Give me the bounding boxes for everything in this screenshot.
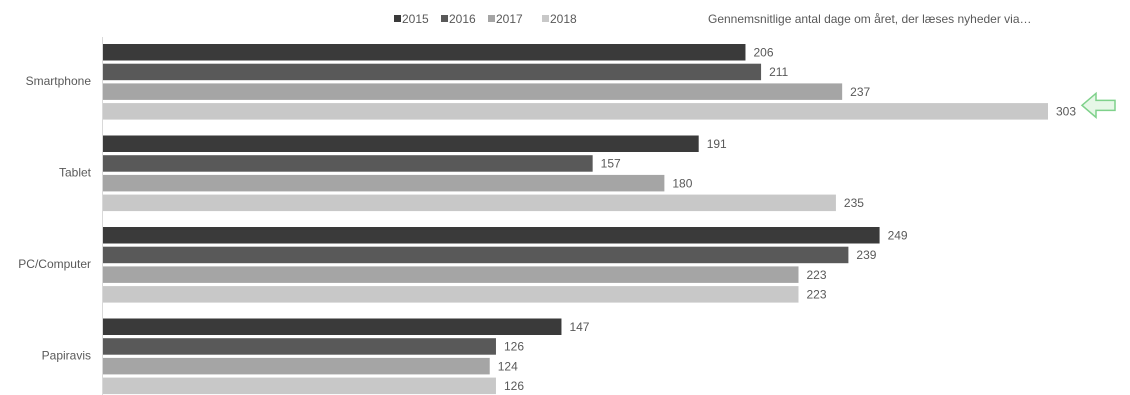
legend-swatch-2018 xyxy=(542,15,549,22)
bar-tablet-2015 xyxy=(103,135,699,152)
data-label: 180 xyxy=(672,176,692,190)
bar-papiravis-2017 xyxy=(103,357,490,375)
bar-smartphone-2015 xyxy=(103,44,746,61)
data-label: 223 xyxy=(806,288,826,302)
legend: 2015 2016 2017 2018 xyxy=(394,12,577,26)
legend-label-2016: 2016 xyxy=(449,12,476,26)
data-label: 249 xyxy=(888,228,908,242)
category-axis: Smartphone Tablet PC/Computer Papiravis xyxy=(18,74,92,362)
bar-papiravis-2016 xyxy=(103,338,496,355)
highlight-arrow-icon xyxy=(1080,91,1116,119)
category-tick-label: Tablet xyxy=(59,165,92,179)
data-label: 303 xyxy=(1056,105,1076,119)
legend-swatch-2015 xyxy=(394,15,401,22)
bar-pc-computer-2015 xyxy=(103,227,880,244)
legend-swatch-2017 xyxy=(488,15,495,22)
bar-papiravis-2015 xyxy=(103,318,562,335)
data-label: 239 xyxy=(856,248,876,262)
data-label: 235 xyxy=(844,196,864,210)
data-label: 237 xyxy=(850,85,870,99)
legend-label-2018: 2018 xyxy=(550,12,577,26)
data-label: 211 xyxy=(769,65,788,79)
bar-papiravis-2018 xyxy=(103,377,496,395)
bar-pc-computer-2017 xyxy=(103,266,799,283)
category-tick-label: PC/Computer xyxy=(18,257,91,271)
bar-tablet-2018 xyxy=(103,194,836,212)
bar-smartphone-2016 xyxy=(103,63,762,81)
data-label: 157 xyxy=(601,157,621,171)
bar-pc-computer-2018 xyxy=(103,286,799,303)
data-label: 191 xyxy=(707,137,727,151)
legend-label-2017: 2017 xyxy=(496,12,523,26)
bar-tablet-2017 xyxy=(103,174,665,192)
data-labels: 206 211 237 303 191 157 180 235 249 239 223 223 147 1… xyxy=(498,45,1077,393)
annotation xyxy=(1080,91,1116,119)
bar-pc-computer-2016 xyxy=(103,246,849,264)
bars xyxy=(103,44,1048,395)
data-label: 126 xyxy=(504,379,524,393)
bar-smartphone-2017 xyxy=(103,83,843,100)
bar-smartphone-2018 xyxy=(103,103,1048,120)
legend-swatch-2016 xyxy=(441,15,448,22)
data-label: 223 xyxy=(806,268,826,282)
data-label: 126 xyxy=(504,340,524,354)
data-label: 124 xyxy=(498,359,518,373)
chart-title: Gennemsnitlige antal dage om året, der l… xyxy=(708,12,1032,26)
bar-tablet-2016 xyxy=(103,155,593,172)
data-label: 147 xyxy=(569,320,589,334)
category-tick-label: Papiravis xyxy=(42,348,91,362)
legend-label-2015: 2015 xyxy=(402,12,429,26)
data-label: 206 xyxy=(753,45,773,59)
category-tick-label: Smartphone xyxy=(26,74,92,88)
